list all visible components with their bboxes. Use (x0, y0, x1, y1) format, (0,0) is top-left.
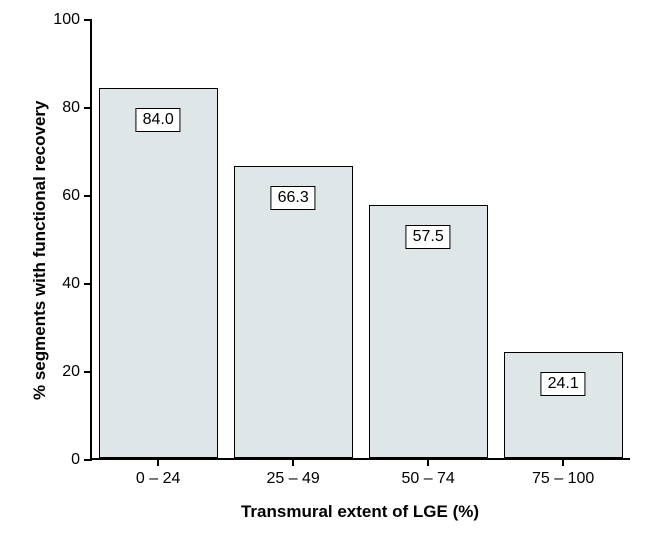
x-tick (157, 458, 159, 466)
y-tick (84, 371, 92, 373)
y-tick (84, 19, 92, 21)
x-tick-label: 75 – 100 (532, 470, 594, 488)
y-tick-label: 0 (71, 451, 80, 469)
bar-value-label: 24.1 (541, 372, 586, 396)
y-tick (84, 459, 92, 461)
bar-value-label: 66.3 (271, 186, 316, 210)
bar (504, 352, 623, 458)
x-tick-label: 0 – 24 (136, 470, 180, 488)
x-tick-label: 25 – 49 (266, 470, 319, 488)
y-tick-label: 60 (62, 187, 80, 205)
x-tick (292, 458, 294, 466)
x-tick (562, 458, 564, 466)
y-tick (84, 283, 92, 285)
bar (99, 88, 218, 458)
x-axis-title: Transmural extent of LGE (%) (241, 502, 479, 522)
plot-area: 02040608010084.00 – 2466.325 – 4957.550 … (90, 20, 630, 460)
y-tick-label: 80 (62, 99, 80, 117)
y-tick (84, 107, 92, 109)
y-tick-label: 40 (62, 275, 80, 293)
bar-chart: 0 20 40 60 80 100 84.0 0 – 24 66.3 25 – 49 57.5 50 … (0, 0, 666, 536)
x-tick (427, 458, 429, 466)
y-tick-label: 100 (53, 11, 80, 29)
bar-value-label: 84.0 (136, 108, 181, 132)
y-tick (84, 195, 92, 197)
y-axis-title: % segments with functional recovery (30, 101, 50, 400)
bar-value-label: 57.5 (406, 225, 451, 249)
y-tick-label: 20 (62, 363, 80, 381)
x-tick-label: 50 – 74 (401, 470, 454, 488)
